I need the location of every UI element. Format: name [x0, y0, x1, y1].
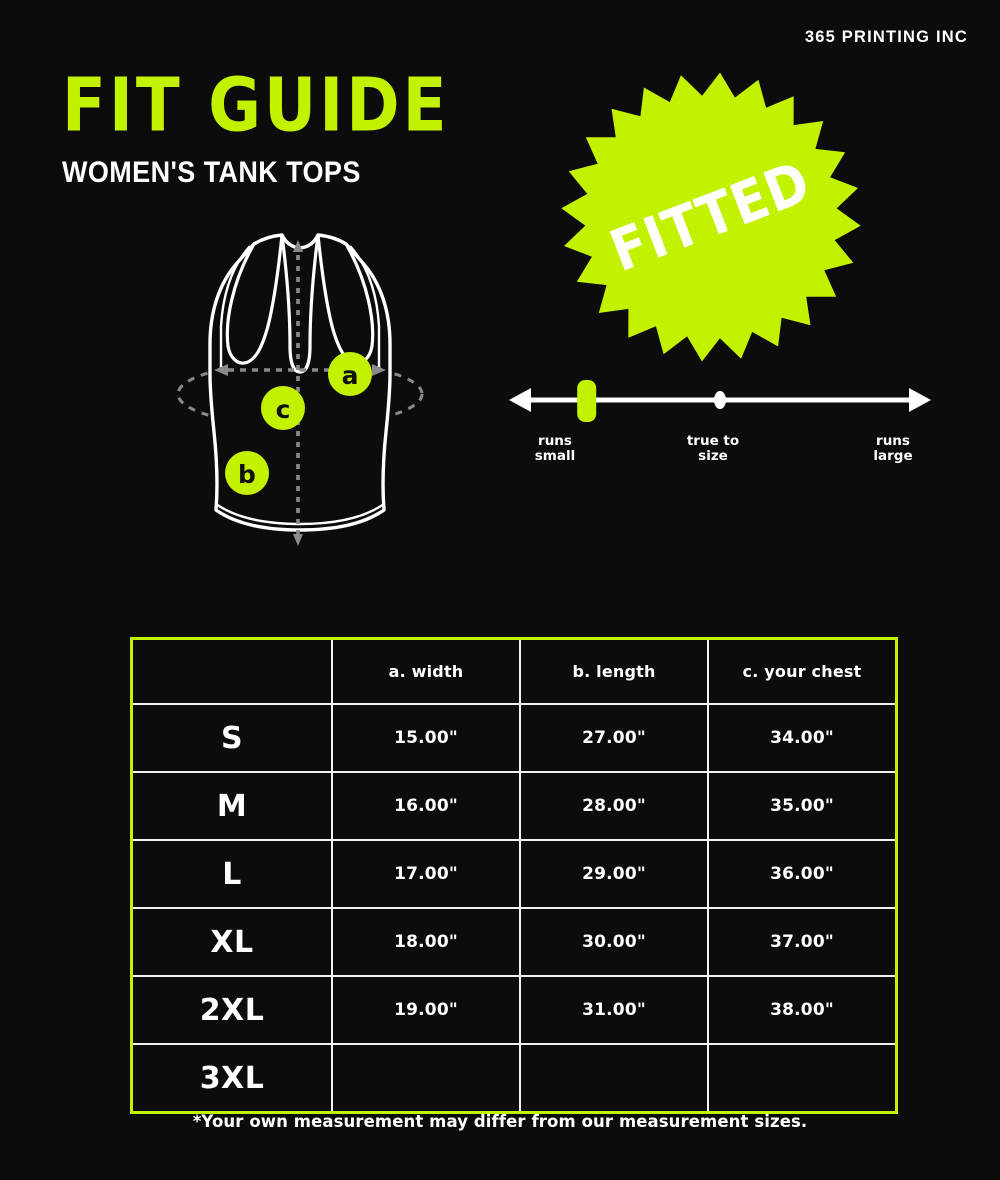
size-label: S — [220, 720, 244, 756]
marker-a-circle — [328, 352, 372, 396]
width-guide-arrow-left — [214, 364, 228, 376]
tank-top-icon: a c b — [176, 233, 424, 546]
tank-right-seam — [349, 245, 381, 372]
width-value: 15.00" — [394, 728, 458, 748]
fit-scale-icon — [509, 380, 931, 422]
page-subtitle: WOMEN'S TANK TOPS — [62, 156, 361, 189]
header-cell-width: a. width — [331, 637, 521, 705]
cell-length: 29.00" — [519, 839, 709, 909]
cell-width — [331, 1043, 521, 1114]
chest-value: 38.00" — [770, 1000, 834, 1020]
cell-size: 3XL — [130, 1043, 333, 1114]
width-value: 19.00" — [394, 1000, 458, 1020]
width-value: 16.00" — [394, 796, 458, 816]
tank-left-armhole — [225, 234, 284, 365]
cell-size: L — [130, 839, 333, 909]
fit-scale-label-true-to-size: true to size — [686, 433, 740, 464]
size-label: XL — [210, 924, 254, 960]
tank-top-illustration: a c b — [150, 222, 450, 572]
header-cell-size — [130, 637, 333, 705]
cell-width: 15.00" — [331, 703, 521, 773]
fit-scale-arrow-left — [509, 388, 531, 412]
chest-value: 36.00" — [770, 864, 834, 884]
tank-hem-line — [215, 503, 385, 526]
cell-length: 27.00" — [519, 703, 709, 773]
length-guide-arrow-bottom — [293, 534, 303, 546]
cell-size: 2XL — [130, 975, 333, 1045]
length-value: 30.00" — [582, 932, 646, 952]
width-guide-arrow-right — [372, 364, 386, 376]
table-row: 3XL — [130, 1043, 898, 1114]
table-row: S 15.00" 27.00" 34.00" — [130, 703, 898, 773]
header-label-chest: c. your chest — [742, 662, 862, 681]
title-block: FIT GUIDE WOMEN'S TANK TOPS — [62, 67, 447, 189]
size-table-body: S 15.00" 27.00" 34.00" M 16.00" 28.00" 35.00" L 1… — [130, 703, 898, 1114]
chest-value: 35.00" — [770, 796, 834, 816]
fit-scale: runs small true to size runs large — [505, 372, 935, 482]
fit-scale-label-runs-large: runs large — [873, 433, 913, 464]
header-label-width: a. width — [388, 662, 464, 681]
marker-a-label: a — [342, 361, 359, 390]
tank-racerback-center — [280, 234, 320, 374]
cell-chest: 37.00" — [707, 907, 898, 977]
fit-scale-arrow-right — [909, 388, 931, 412]
header-label-length: b. length — [572, 662, 656, 681]
length-value: 29.00" — [582, 864, 646, 884]
length-value: 28.00" — [582, 796, 646, 816]
cell-size: S — [130, 703, 333, 773]
footnote: *Your own measurement may differ from ou… — [192, 1112, 808, 1131]
cell-size: M — [130, 771, 333, 841]
table-row: L 17.00" 29.00" 36.00" — [130, 839, 898, 909]
chest-value: 37.00" — [770, 932, 834, 952]
marker-b-label: b — [238, 460, 256, 489]
fit-scale-center-dot — [714, 391, 726, 409]
marker-c-circle — [261, 386, 305, 430]
width-value: 17.00" — [394, 864, 458, 884]
table-row: M 16.00" 28.00" 35.00" — [130, 771, 898, 841]
header-cell-length: b. length — [519, 637, 709, 705]
cell-length: 28.00" — [519, 771, 709, 841]
fitted-badge: FITTED — [556, 72, 866, 362]
cell-length: 31.00" — [519, 975, 709, 1045]
fit-scale-label-runs-small: runs small — [534, 433, 576, 464]
size-label: M — [216, 788, 248, 824]
cell-length — [519, 1043, 709, 1114]
tank-left-seam — [219, 245, 251, 372]
size-table-wrap: a. width b. length c. your chest S 15.00"… — [130, 637, 898, 1114]
cell-chest: 35.00" — [707, 771, 898, 841]
size-table-head: a. width b. length c. your chest — [130, 637, 898, 705]
cell-chest: 34.00" — [707, 703, 898, 773]
cell-width: 18.00" — [331, 907, 521, 977]
marker-c-label: c — [276, 395, 291, 424]
cell-chest: 36.00" — [707, 839, 898, 909]
marker-b-circle — [225, 451, 269, 495]
cell-width: 19.00" — [331, 975, 521, 1045]
cell-width: 16.00" — [331, 771, 521, 841]
length-value: 31.00" — [582, 1000, 646, 1020]
cell-length: 30.00" — [519, 907, 709, 977]
table-row: 2XL 19.00" 31.00" 38.00" — [130, 975, 898, 1045]
length-value: 27.00" — [582, 728, 646, 748]
size-label: L — [222, 856, 242, 892]
header-cell-chest: c. your chest — [707, 637, 898, 705]
chest-value: 34.00" — [770, 728, 834, 748]
size-label: 3XL — [199, 1060, 265, 1096]
cell-chest: 38.00" — [707, 975, 898, 1045]
cell-chest — [707, 1043, 898, 1114]
starburst-icon — [561, 72, 861, 362]
page-title: FIT GUIDE — [62, 62, 450, 149]
brand-label: 365 PRINTING INC — [804, 28, 968, 46]
table-header-row: a. width b. length c. your chest — [130, 637, 898, 705]
cell-width: 17.00" — [331, 839, 521, 909]
width-value: 18.00" — [394, 932, 458, 952]
fit-scale-marker — [577, 380, 597, 422]
table-row: XL 18.00" 30.00" 37.00" — [130, 907, 898, 977]
size-table: a. width b. length c. your chest S 15.00"… — [130, 637, 898, 1114]
size-label: 2XL — [199, 992, 265, 1028]
cell-size: XL — [130, 907, 333, 977]
length-guide-arrow-top — [293, 240, 303, 252]
